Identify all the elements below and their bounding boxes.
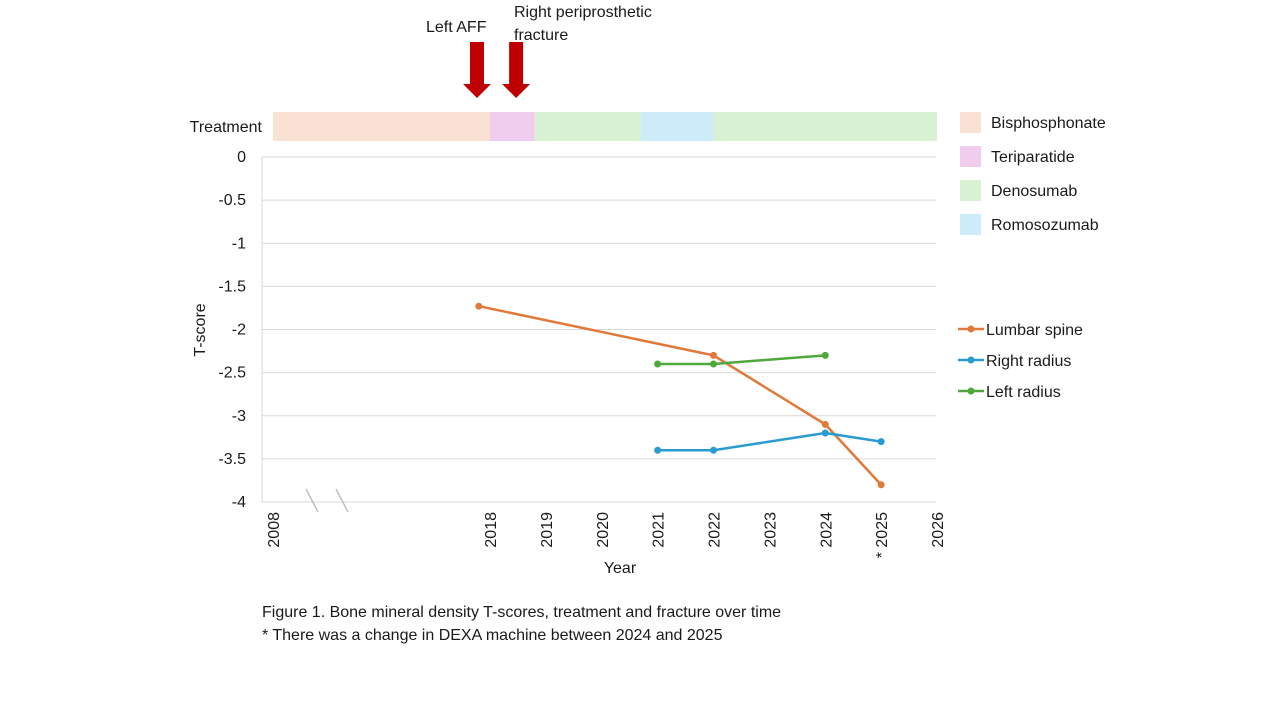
data-point	[710, 446, 717, 454]
x-tick-label: 2023	[762, 512, 779, 548]
series-line	[657, 431, 882, 452]
data-point	[821, 429, 829, 437]
fracture-label: fracture	[514, 27, 568, 44]
x-tick-label: 2022	[707, 512, 724, 548]
axis-break-mark	[335, 488, 349, 513]
x-tick-label: 2021	[651, 512, 668, 548]
y-tick-label: 0	[237, 149, 246, 166]
x-tick-label: 2008	[266, 512, 283, 548]
data-point	[654, 446, 662, 454]
treatment-period	[273, 112, 490, 141]
legend-label: Right radius	[986, 353, 1071, 370]
x-tick-label: * 2025	[874, 512, 891, 558]
y-tick-label: -4	[232, 494, 246, 511]
legend-marker	[967, 387, 975, 395]
data-point	[710, 360, 717, 368]
legend-swatch	[960, 180, 981, 201]
axis-break-mark	[305, 488, 319, 513]
legend-label: Romosozumab	[991, 217, 1099, 234]
legend-swatch	[960, 112, 981, 133]
legend-swatch	[960, 214, 981, 235]
x-tick-label: 2024	[818, 512, 835, 548]
data-point	[877, 438, 885, 446]
x-tick-label: 2019	[539, 512, 556, 548]
y-tick-label: -1.5	[218, 278, 246, 295]
legend-label: Teriparatide	[991, 149, 1075, 166]
y-tick-label: -2	[232, 322, 246, 339]
figure-footnote: * There was a change in DEXA machine bet…	[262, 627, 723, 644]
treatment-label: Treatment	[190, 119, 263, 136]
y-tick-label: -3.5	[218, 451, 246, 468]
legend-label: Lumbar spine	[986, 322, 1083, 339]
data-point	[475, 302, 483, 310]
data-point	[821, 351, 829, 359]
x-tick-label: 2018	[483, 512, 500, 548]
legend-swatch	[960, 146, 981, 167]
data-point	[821, 420, 829, 428]
fracture-arrow	[463, 42, 491, 98]
gridlines	[262, 156, 936, 503]
x-tick-label: 2020	[595, 512, 612, 548]
y-tick-label: -0.5	[218, 192, 246, 209]
treatment-period	[640, 112, 714, 141]
y-tick-label: -2.5	[218, 365, 246, 382]
treatment-period	[713, 112, 937, 141]
figure-caption: Figure 1. Bone mineral density T-scores,…	[262, 604, 782, 621]
x-tick-label: 2026	[930, 512, 947, 548]
legend: Bisphosphonate Teriparatide Denosumab Romos…	[958, 112, 1106, 401]
treatment-period	[490, 112, 535, 141]
data-point	[654, 360, 662, 368]
treatment-bar: Treatment	[190, 112, 937, 141]
y-tick-label: -1	[232, 235, 246, 252]
y-tick-label: -3	[232, 408, 246, 425]
y-axis-title: T-score	[192, 303, 209, 356]
legend-label: Left radius	[986, 384, 1061, 401]
series-line	[478, 304, 883, 486]
fracture-label: Right periprosthetic	[514, 4, 652, 21]
treatment-period	[534, 112, 641, 141]
fracture-arrow	[502, 42, 531, 98]
legend-marker	[967, 356, 975, 364]
fracture-label: Left AFF	[426, 19, 487, 36]
legend-label: Denosumab	[991, 183, 1077, 200]
x-axis-title: Year	[604, 560, 637, 577]
data-series	[475, 302, 885, 489]
data-point	[710, 351, 717, 359]
fracture-arrows: Left AFF Right periprosthetic fracture	[426, 4, 652, 98]
axes: 0 -0.5 -1 -1.5 -2 -2.5 -3 -3.5 -4 2008 2018 2019 202…	[192, 149, 947, 577]
series-line	[657, 354, 826, 366]
legend-label: Bisphosphonate	[991, 115, 1106, 132]
data-point	[877, 481, 885, 489]
legend-marker	[967, 325, 975, 333]
